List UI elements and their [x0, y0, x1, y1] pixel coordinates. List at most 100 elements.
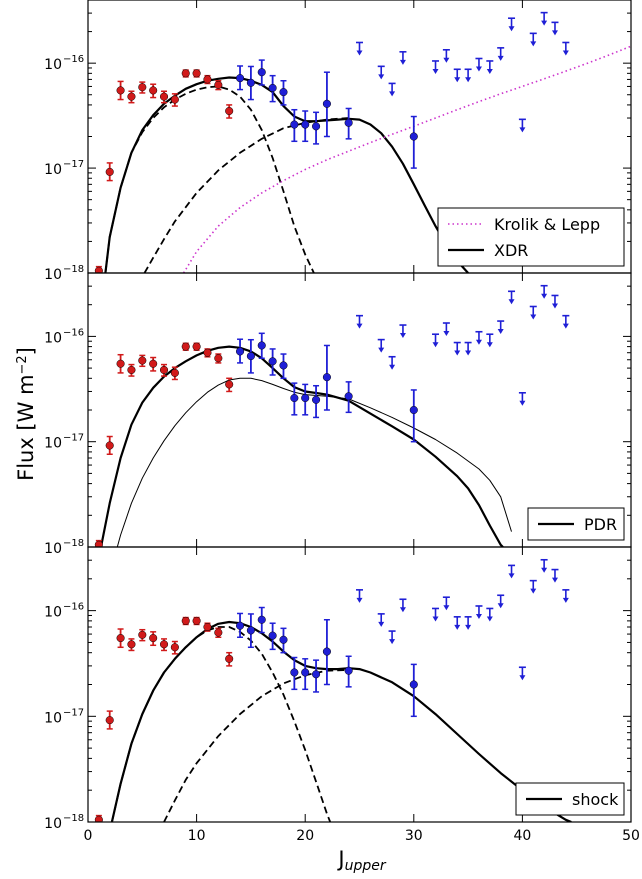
data-point-blue	[257, 68, 266, 77]
upper-limit-arrowhead	[443, 331, 450, 337]
y-tick-exponent: −16	[63, 602, 84, 613]
upper-limit-arrowhead	[475, 613, 482, 619]
data-point-red	[138, 630, 147, 639]
data-point-blue	[312, 122, 321, 131]
data-point-blue	[344, 118, 353, 127]
data-point-red	[214, 354, 223, 363]
legend-label: PDR	[584, 515, 617, 534]
data-point-blue	[235, 621, 245, 630]
upper-limit-arrowhead	[541, 293, 548, 299]
plot-area-top	[94, 11, 631, 273]
upper-limit-arrowhead	[356, 50, 363, 56]
data-point-blue	[290, 393, 299, 403]
data-point-red	[203, 348, 212, 357]
upper-limit-arrowhead	[454, 77, 461, 83]
data-point-blue	[344, 666, 353, 675]
upper-limit-arrowhead	[465, 624, 472, 630]
y-tick-exponent: −17	[63, 159, 84, 170]
data-point-blue	[257, 615, 266, 624]
data-point-blue	[279, 361, 288, 370]
model-curve-dashed-component	[143, 117, 349, 273]
upper-limit-arrowhead	[399, 59, 406, 65]
data-point-blue	[246, 352, 255, 361]
upper-limit-arrowhead	[486, 342, 493, 348]
upper-limit-arrowhead	[378, 347, 385, 353]
model-curve-krolik-lepp	[182, 45, 631, 273]
legend-box	[437, 207, 625, 267]
y-tick-exponent: −18	[63, 264, 84, 275]
x-tick-label: 50	[622, 828, 640, 844]
upper-limit-arrowhead	[551, 577, 558, 583]
plot-area-middle	[94, 284, 570, 547]
data-point-blue	[322, 373, 331, 382]
data-point-red	[170, 95, 179, 104]
model-curve-dashed-component	[163, 669, 349, 822]
legend-bottom: shock	[515, 782, 625, 816]
data-point-blue	[235, 347, 245, 356]
upper-limit-arrowhead	[508, 299, 515, 305]
y-tick-label: 10	[44, 57, 62, 73]
model-curve-solid-component	[116, 377, 512, 547]
upper-limit-arrowhead	[508, 26, 515, 32]
upper-limit-arrowhead	[519, 400, 526, 406]
upper-limit-arrowhead	[497, 55, 504, 61]
upper-limit-arrowhead	[389, 639, 396, 645]
data-point-blue	[409, 680, 418, 689]
legend-middle: PDR	[527, 507, 625, 541]
x-tick-label: 20	[296, 828, 314, 844]
data-point-blue	[268, 631, 277, 640]
y-axis-label: Flux [W m−2]	[14, 347, 38, 481]
upper-limit-arrowhead	[541, 567, 548, 573]
data-point-blue	[268, 83, 277, 93]
upper-limit-arrowhead	[465, 350, 472, 356]
data-point-blue	[268, 357, 277, 366]
model-curve-dashed-component	[111, 626, 332, 822]
data-point-red	[214, 80, 223, 89]
upper-limit-arrowhead	[562, 597, 569, 603]
data-point-red	[94, 540, 103, 547]
y-tick-exponent: −16	[63, 54, 84, 65]
upper-limit-arrowhead	[508, 573, 515, 579]
upper-limit-arrowhead	[562, 323, 569, 329]
upper-limit-arrowhead	[378, 621, 385, 627]
data-point-red	[214, 628, 223, 637]
upper-limit-arrowhead	[475, 66, 482, 72]
x-tick-label: 0	[84, 828, 93, 844]
upper-limit-arrowhead	[454, 350, 461, 356]
data-point-red	[127, 365, 136, 375]
upper-limit-arrowhead	[432, 68, 439, 74]
y-tick-label: 10	[44, 605, 62, 621]
legend-top: Krolik & Lepp XDR	[437, 207, 625, 267]
upper-limit-arrowhead	[497, 603, 504, 609]
data-point-red	[138, 356, 147, 365]
legend-label: Krolik & Lepp	[494, 215, 600, 234]
upper-limit-arrowhead	[399, 607, 406, 613]
legend-label: XDR	[494, 241, 528, 260]
data-point-blue	[301, 668, 310, 677]
x-tick-label: 30	[405, 828, 423, 844]
data-point-blue	[301, 120, 310, 129]
data-point-red	[105, 167, 114, 176]
data-point-red	[192, 342, 201, 351]
y-tick-label: 10	[44, 541, 62, 557]
data-point-blue	[312, 395, 321, 404]
data-point-red	[116, 86, 125, 95]
data-point-red	[203, 75, 212, 84]
data-point-red	[170, 643, 179, 652]
upper-limit-arrowhead	[465, 77, 472, 83]
data-point-red	[181, 342, 190, 351]
upper-limit-arrowhead	[443, 605, 450, 611]
y-tick-label: 10	[44, 162, 62, 178]
data-point-blue	[246, 78, 255, 87]
x-tick-label: 40	[513, 828, 531, 844]
y-tick-label: 10	[44, 710, 62, 726]
upper-limit-arrowhead	[443, 57, 450, 63]
upper-limit-arrowhead	[389, 364, 396, 370]
data-point-red	[225, 106, 234, 116]
upper-limit-arrowhead	[432, 616, 439, 622]
data-point-blue	[246, 626, 255, 635]
data-point-red	[94, 815, 103, 822]
upper-limit-arrowhead	[551, 303, 558, 309]
upper-limit-arrowhead	[432, 342, 439, 348]
data-point-red	[181, 616, 190, 625]
